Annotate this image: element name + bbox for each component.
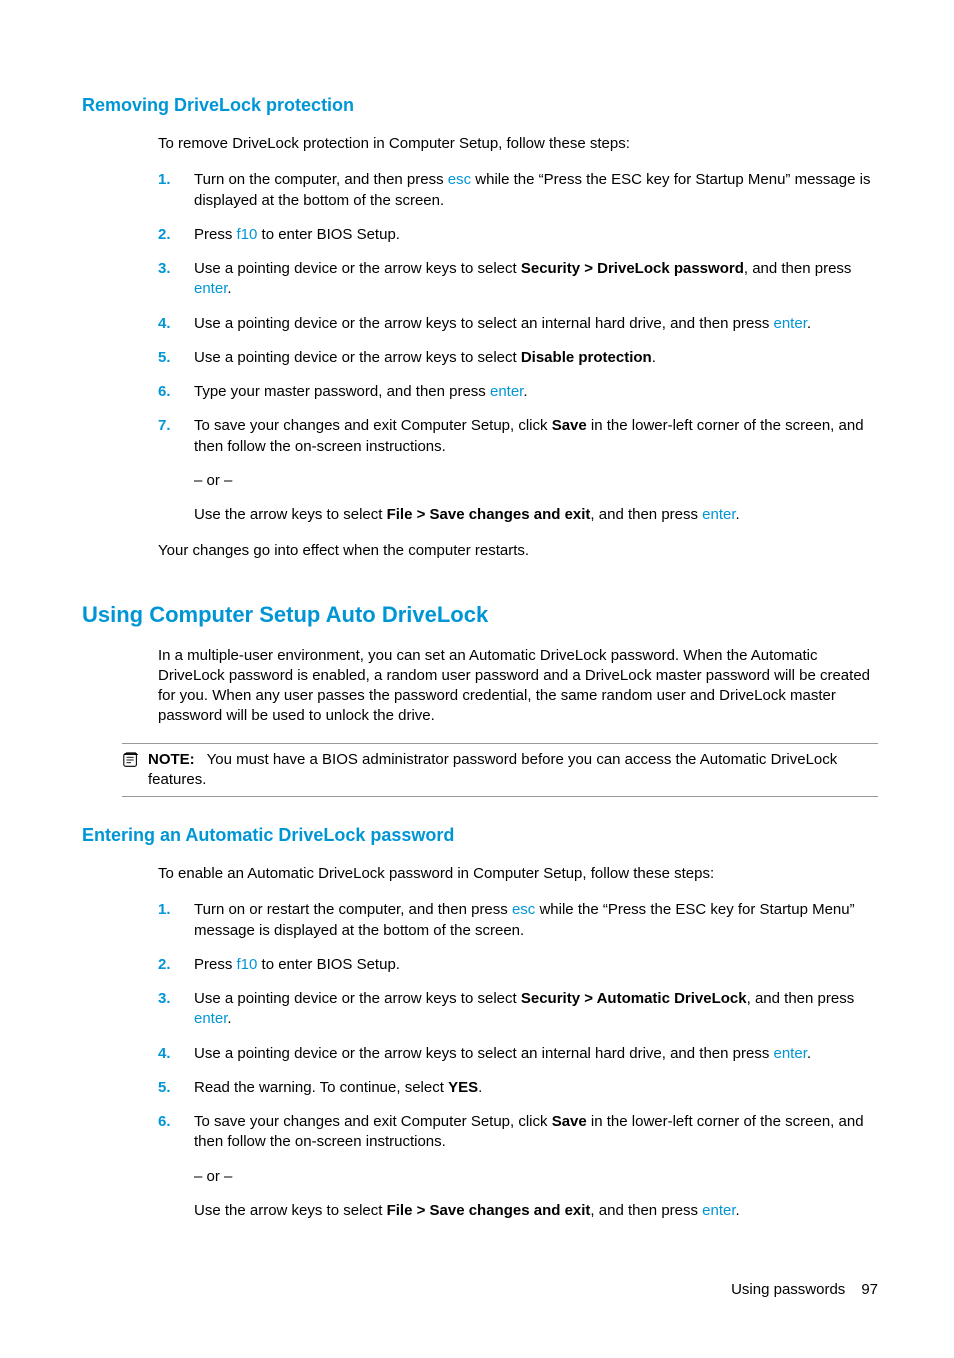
step-text: Use a pointing device or the arrow keys … bbox=[194, 1045, 774, 1062]
note-label: NOTE: bbox=[148, 751, 195, 768]
step-item: Press f10 to enter BIOS Setup. bbox=[158, 955, 878, 975]
step-text: Type your master password, and then pres… bbox=[194, 383, 490, 400]
keyword-enter: enter bbox=[194, 280, 227, 297]
step-text: To save your changes and exit Computer S… bbox=[194, 417, 552, 434]
keyword-f10: f10 bbox=[237, 226, 258, 243]
step-item: Turn on or restart the computer, and the… bbox=[158, 900, 878, 941]
step-text: Press bbox=[194, 226, 237, 243]
keyword-enter: enter bbox=[774, 315, 807, 332]
step-item: Use a pointing device or the arrow keys … bbox=[158, 989, 878, 1030]
step-item: Type your master password, and then pres… bbox=[158, 382, 878, 402]
heading-entering-auto-drivelock: Entering an Automatic DriveLock password bbox=[82, 825, 878, 846]
step-text: Use a pointing device or the arrow keys … bbox=[194, 349, 521, 366]
bold-text: Security > Automatic DriveLock bbox=[521, 990, 747, 1007]
step-item: Use a pointing device or the arrow keys … bbox=[158, 348, 878, 368]
steps-list-2: Turn on or restart the computer, and the… bbox=[158, 900, 878, 1221]
step-item: Read the warning. To continue, select YE… bbox=[158, 1078, 878, 1098]
step-item: Use a pointing device or the arrow keys … bbox=[158, 259, 878, 300]
bold-text: Security > DriveLock password bbox=[521, 260, 744, 277]
keyword-enter: enter bbox=[774, 1045, 807, 1062]
bold-text: Save bbox=[552, 417, 587, 434]
intro-paragraph: To remove DriveLock protection in Comput… bbox=[158, 134, 878, 154]
step-text: , and then press bbox=[747, 990, 855, 1007]
alt-instruction: Use the arrow keys to select File > Save… bbox=[194, 505, 878, 525]
step-text: . bbox=[523, 383, 527, 400]
step-text: , and then press bbox=[744, 260, 852, 277]
step-text: . bbox=[227, 280, 231, 297]
step-text: Use a pointing device or the arrow keys … bbox=[194, 990, 521, 1007]
step-text: . bbox=[652, 349, 656, 366]
step-text: Use the arrow keys to select bbox=[194, 1202, 387, 1219]
step-text: Turn on the computer, and then press bbox=[194, 171, 448, 188]
alt-instruction: Use the arrow keys to select File > Save… bbox=[194, 1201, 878, 1221]
step-item: Use a pointing device or the arrow keys … bbox=[158, 314, 878, 334]
step-item: Turn on the computer, and then press esc… bbox=[158, 170, 878, 211]
page-footer: Using passwords 97 bbox=[82, 1281, 878, 1298]
step-text: Use the arrow keys to select bbox=[194, 506, 387, 523]
heading-auto-drivelock: Using Computer Setup Auto DriveLock bbox=[82, 602, 878, 628]
step-text: Use a pointing device or the arrow keys … bbox=[194, 260, 521, 277]
step-text: to enter BIOS Setup. bbox=[257, 956, 400, 973]
keyword-enter: enter bbox=[702, 506, 735, 523]
keyword-esc: esc bbox=[512, 901, 535, 918]
footer-section-name: Using passwords bbox=[731, 1281, 845, 1298]
step-item: Use a pointing device or the arrow keys … bbox=[158, 1044, 878, 1064]
note-icon bbox=[122, 751, 142, 775]
step-text: To save your changes and exit Computer S… bbox=[194, 1113, 552, 1130]
keyword-f10: f10 bbox=[237, 956, 258, 973]
step-item: To save your changes and exit Computer S… bbox=[158, 416, 878, 525]
note-content: NOTE:You must have a BIOS administrator … bbox=[148, 750, 878, 791]
step-item: Press f10 to enter BIOS Setup. bbox=[158, 225, 878, 245]
step-text: . bbox=[478, 1079, 482, 1096]
step-text: . bbox=[807, 1045, 811, 1062]
bold-text: File > Save changes and exit bbox=[387, 506, 591, 523]
page-number: 97 bbox=[861, 1281, 878, 1298]
intro-paragraph: In a multiple-user environment, you can … bbox=[158, 646, 878, 727]
outro-paragraph: Your changes go into effect when the com… bbox=[158, 541, 878, 561]
step-text: . bbox=[807, 315, 811, 332]
intro-paragraph: To enable an Automatic DriveLock passwor… bbox=[158, 864, 878, 884]
keyword-esc: esc bbox=[448, 171, 471, 188]
step-text: . bbox=[736, 1202, 740, 1219]
keyword-enter: enter bbox=[194, 1010, 227, 1027]
bold-text: Save bbox=[552, 1113, 587, 1130]
note-text: You must have a BIOS administrator passw… bbox=[148, 751, 837, 788]
step-text: Press bbox=[194, 956, 237, 973]
step-text: Read the warning. To continue, select bbox=[194, 1079, 448, 1096]
or-divider: – or – bbox=[194, 471, 878, 491]
step-text: , and then press bbox=[590, 1202, 702, 1219]
keyword-enter: enter bbox=[702, 1202, 735, 1219]
keyword-enter: enter bbox=[490, 383, 523, 400]
step-text: Use a pointing device or the arrow keys … bbox=[194, 315, 774, 332]
bold-text: YES bbox=[448, 1079, 478, 1096]
step-item: To save your changes and exit Computer S… bbox=[158, 1112, 878, 1221]
step-text: . bbox=[227, 1010, 231, 1027]
or-divider: – or – bbox=[194, 1167, 878, 1187]
heading-removing-drivelock: Removing DriveLock protection bbox=[82, 95, 878, 116]
step-text: to enter BIOS Setup. bbox=[257, 226, 400, 243]
note-block: NOTE:You must have a BIOS administrator … bbox=[122, 743, 878, 798]
step-text: . bbox=[736, 506, 740, 523]
steps-list-1: Turn on the computer, and then press esc… bbox=[158, 170, 878, 525]
bold-text: File > Save changes and exit bbox=[387, 1202, 591, 1219]
step-text: Turn on or restart the computer, and the… bbox=[194, 901, 512, 918]
bold-text: Disable protection bbox=[521, 349, 652, 366]
step-text: , and then press bbox=[590, 506, 702, 523]
document-page: Removing DriveLock protection To remove … bbox=[0, 0, 954, 1358]
